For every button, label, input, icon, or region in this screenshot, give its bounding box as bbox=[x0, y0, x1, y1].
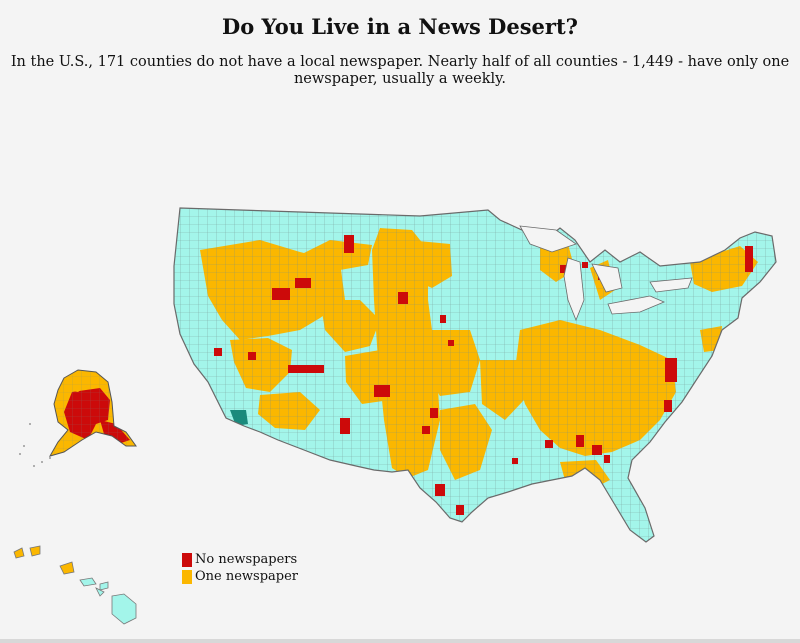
map-legend: No newspapers One newspaper bbox=[182, 551, 298, 585]
legend-item-no-newspapers: No newspapers bbox=[182, 551, 298, 568]
legend-swatch-red bbox=[182, 552, 192, 567]
map-title: Do You Live in a News Desert? bbox=[222, 14, 578, 39]
great-lakes bbox=[519, 225, 693, 322]
contiguous-us bbox=[173, 207, 777, 543]
legend-label: No newspapers bbox=[195, 552, 298, 567]
map-subtitle: In the U.S., 171 counties do not have a … bbox=[10, 54, 790, 87]
legend-label: One newspaper bbox=[195, 569, 299, 584]
hawaii bbox=[13, 545, 137, 625]
legend-item-one-newspaper: One newspaper bbox=[182, 568, 298, 585]
no-newspaper-counties bbox=[214, 235, 753, 515]
legend-swatch-orange bbox=[182, 569, 192, 584]
alaska bbox=[19, 369, 137, 467]
bottom-border bbox=[0, 639, 800, 643]
